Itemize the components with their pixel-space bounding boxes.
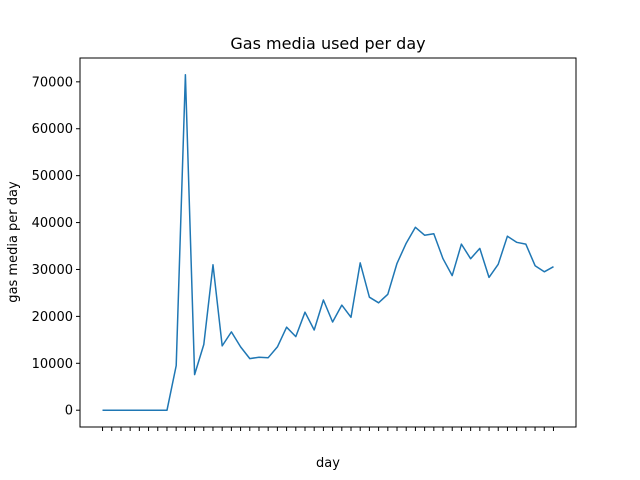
chart-title: Gas media used per day	[230, 34, 425, 53]
y-tick-label: 10000	[32, 357, 73, 372]
y-tick-label: 70000	[32, 75, 73, 90]
y-tick-label: 60000	[32, 122, 73, 137]
y-tick-label: 40000	[32, 216, 73, 231]
y-axis-label: gas media per day	[6, 181, 21, 303]
line	[102, 74, 554, 411]
y-tick-label: 20000	[32, 310, 73, 325]
y-tick-label: 30000	[32, 263, 73, 278]
y-tick-label: 0	[65, 404, 73, 419]
x-axis-label: day	[316, 456, 340, 471]
plot-frame	[79, 57, 577, 428]
y-tick-label: 50000	[32, 169, 73, 184]
